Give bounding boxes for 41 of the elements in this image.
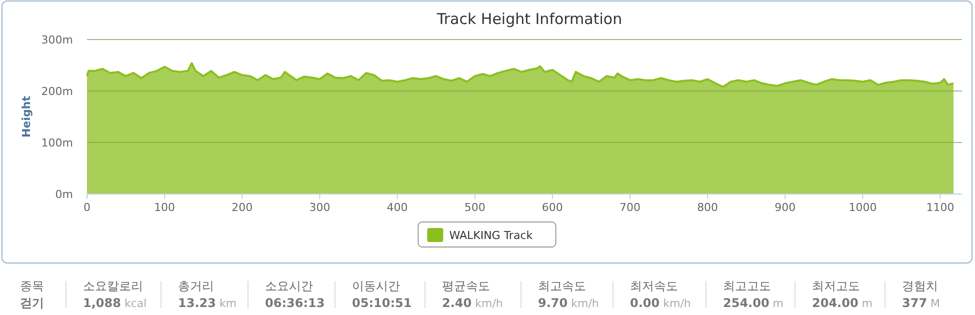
x-tick-label: 300	[309, 201, 330, 214]
text: 06:36:13	[265, 296, 325, 310]
y-tick-label: 200m	[41, 85, 73, 98]
text: 최고고도	[723, 279, 771, 293]
y-axis-title: Height	[20, 96, 33, 138]
y-tick-label: 100m	[41, 136, 73, 150]
x-tick-label: 100	[154, 201, 176, 214]
x-tick-label: 500	[464, 201, 486, 214]
text: 이동시간	[352, 279, 400, 293]
text: 소요칼로리	[83, 279, 143, 293]
text: 종목	[20, 279, 44, 293]
text: 총거리	[178, 279, 214, 293]
x-tick-label: 800	[697, 201, 718, 214]
text: 최저고도	[812, 279, 860, 293]
x-tick-label: 1000	[848, 201, 877, 214]
text: 최고속도	[538, 279, 586, 293]
y-tick-label: 0m	[55, 188, 73, 201]
text: 걷기	[20, 296, 44, 310]
text: 377 M	[902, 296, 940, 310]
x-tick-label: 700	[619, 201, 640, 214]
x-tick-label: 1100	[926, 201, 954, 214]
text: 경험치	[902, 279, 938, 293]
x-tick-label: 400	[386, 201, 408, 214]
text: 13.23 km	[178, 296, 237, 310]
text: 254.00 m	[723, 296, 784, 310]
text: 평균속도	[442, 279, 490, 293]
x-tick-label: 0	[84, 201, 90, 214]
text: 2.40 km/h	[442, 296, 503, 310]
x-tick-label: 600	[542, 201, 563, 214]
text: 0.00 km/h	[630, 296, 691, 310]
text: 최저속도	[630, 279, 678, 293]
text: 9.70 km/h	[538, 296, 599, 310]
x-tick-label: 900	[774, 201, 796, 214]
text: 05:10:51	[352, 296, 412, 310]
text: 1,088 kcal	[83, 296, 147, 310]
x-tick-label: 200	[232, 201, 253, 214]
legend-label: WALKING Track	[449, 229, 534, 242]
chart-title: Track Height Information	[436, 10, 622, 28]
text: 204.00 m	[812, 296, 873, 310]
text: 소요시간	[265, 279, 313, 293]
y-tick-label: 300m	[41, 34, 73, 46]
